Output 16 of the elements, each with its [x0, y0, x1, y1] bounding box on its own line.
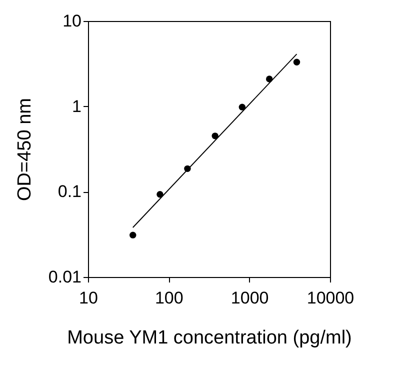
x-tick-label: 1000	[230, 288, 269, 308]
x-tick-label: 10000	[306, 288, 354, 308]
x-tick-label: 10	[79, 288, 98, 308]
y-tick-label: 0.1	[58, 182, 82, 202]
point	[156, 191, 164, 198]
y-tick-label: 1	[72, 96, 82, 116]
x-tick-label: 100	[154, 288, 184, 308]
point	[238, 104, 246, 110]
point	[130, 232, 136, 238]
x-axis-title: Mouse YM1 concentration (pg/ml)	[67, 328, 352, 348]
point	[293, 58, 300, 66]
y-tick-label: 0.01	[48, 268, 82, 286]
point	[212, 132, 218, 140]
y-axis-title: OD=450 nm	[14, 98, 36, 201]
y-tick-label: 10	[62, 12, 82, 30]
point	[266, 76, 273, 82]
